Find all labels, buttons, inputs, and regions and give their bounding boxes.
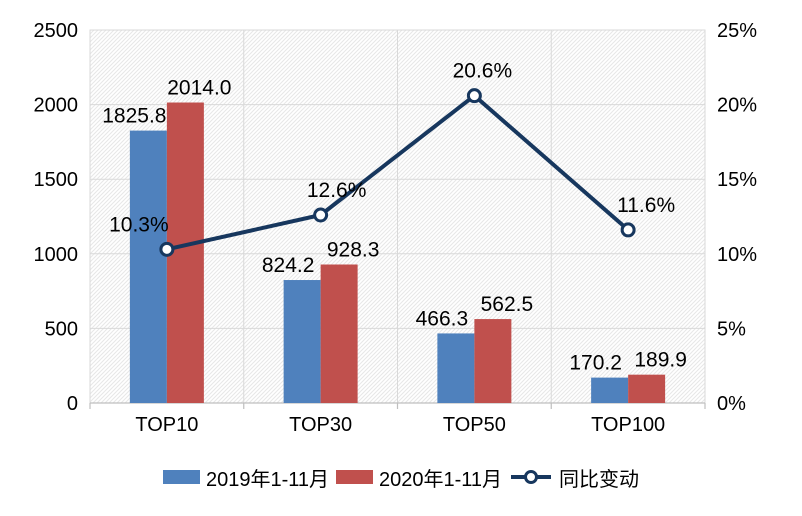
legend-label-2019: 2019年1-11月 [205,468,329,491]
left-axis-tick-1000: 1000 [34,244,79,266]
bar-2019-top50 [437,333,475,403]
bar-2020-top50 [474,319,512,403]
x-axis-category-top50: TOP50 [443,414,506,436]
line-yoy [164,93,631,252]
legend-line-marker-icon [511,470,552,484]
legend-item-2020: 2020年1-11月 [336,463,502,492]
legend-swatch-2020 [336,470,373,484]
line-marker-yoy-top10 [159,241,175,257]
bar-label-2020-top30: 928.3 [327,238,380,261]
left-axis-tick-0: 0 [67,393,78,415]
plot-area: 1825.8 824.2 466.3 170.2 2014.0 928.3 562.5 189… [34,20,758,436]
line-label-yoy-top100: 11.6% [617,194,675,217]
bar-label-2020-top10: 2014.0 [167,77,231,100]
legend: 2019年1-11月 2020年1-11月 同比变动 [0,463,802,491]
line-label-yoy-top50: 20.6% [453,60,513,83]
legend-item-2019: 2019年1-11月 [162,463,329,492]
right-axis-tick-3: 15% [717,169,757,191]
bar-label-2019-top100: 170.2 [569,352,622,375]
left-axis-tick-1500: 1500 [34,169,79,191]
line-label-yoy-top30: 12.6% [307,179,367,202]
bar-2019-top10 [129,130,167,403]
bar-2020-top100 [628,374,666,403]
bar-2019-top30 [283,280,321,403]
left-axis-tick-500: 500 [45,318,78,340]
x-axis-category-top100: TOP100 [591,414,665,436]
bar-label-2020-top100: 189.9 [634,349,687,372]
left-axis-tick-2000: 2000 [34,95,79,117]
left-axis-tick-2500: 2500 [34,20,79,42]
legend-label-2020: 2020年1-11月 [379,468,503,491]
legend-label-yoy: 同比变动 [559,468,640,491]
line-marker-yoy-top100 [620,222,636,238]
right-axis-tick-5: 25% [717,20,757,42]
bar-label-2019-top50: 466.3 [416,307,469,330]
line-label-yoy-top10: 10.3% [109,213,169,236]
bar-label-2019-top10: 1825.8 [102,105,166,128]
bar-label-2019-top30: 824.2 [262,254,315,277]
line-marker-yoy-top50 [466,88,482,104]
right-axis-tick-1: 5% [717,318,746,340]
right-axis-tick-2: 10% [717,244,757,266]
right-axis-tick-4: 20% [717,95,757,117]
x-axis-category-top30: TOP30 [289,414,352,436]
line-marker-yoy-top30 [313,207,329,223]
right-axis-tick-0: 0% [717,393,746,415]
bar-2020-top30 [320,264,358,403]
x-axis-category-top10: TOP10 [135,414,198,436]
legend-swatch-2019 [162,470,200,484]
legend-item-yoy: 同比变动 [509,463,639,492]
bar-label-2020-top50: 562.5 [481,293,534,316]
bar-2019-top100 [591,377,629,403]
